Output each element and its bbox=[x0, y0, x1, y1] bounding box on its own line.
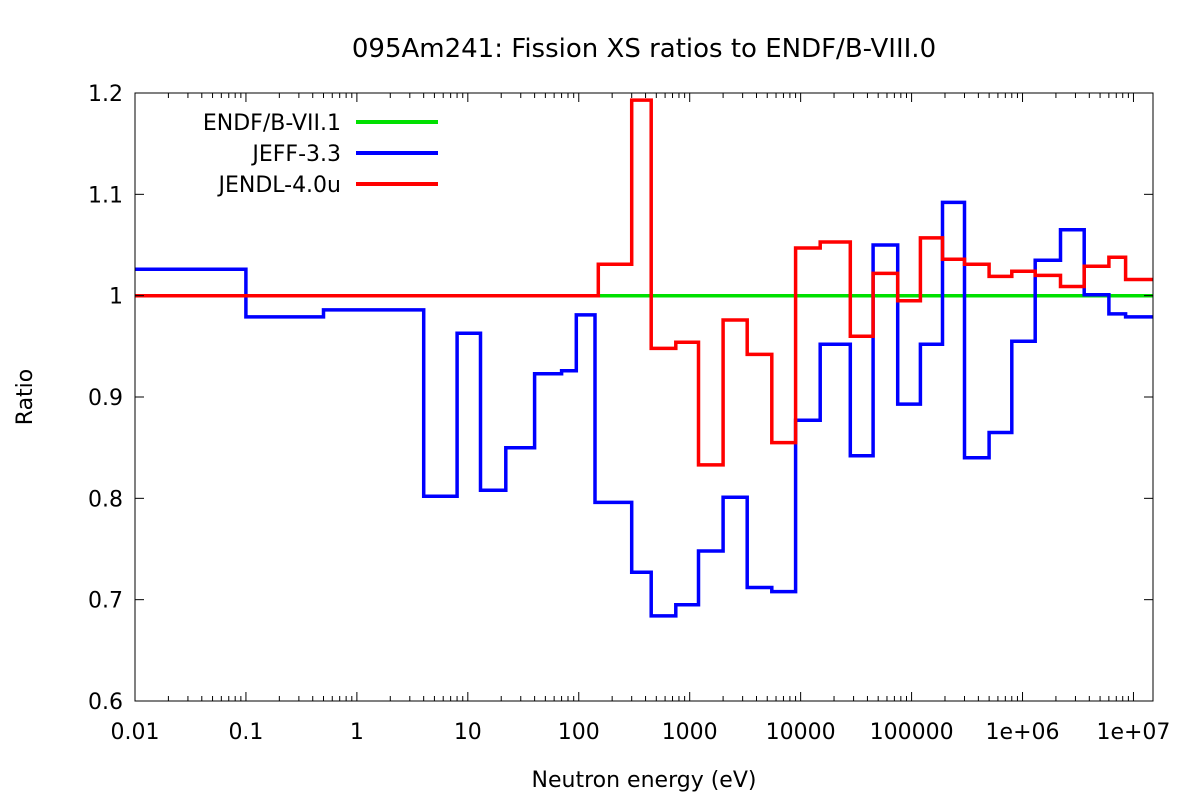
x-tick-label: 1e+06 bbox=[986, 720, 1060, 745]
legend-label: ENDF/B-VII.1 bbox=[203, 111, 341, 136]
y-tick-label: 1.2 bbox=[88, 82, 123, 107]
y-tick-label: 0.6 bbox=[88, 690, 123, 715]
x-tick-label: 1e+07 bbox=[1096, 720, 1170, 745]
x-tick-label: 100 bbox=[558, 720, 600, 745]
chart-title: 095Am241: Fission XS ratios to ENDF/B-VI… bbox=[352, 34, 936, 64]
y-tick-label: 0.8 bbox=[88, 487, 123, 512]
x-tick-label: 0.01 bbox=[111, 720, 160, 745]
series-line-jendl-4-0u bbox=[135, 98, 1153, 467]
y-tick-label: 0.7 bbox=[88, 589, 123, 614]
y-tick-label: 1.1 bbox=[88, 183, 123, 208]
legend-label: JEFF-3.3 bbox=[250, 142, 341, 167]
y-axis-label: Ratio bbox=[13, 369, 38, 425]
x-tick-label: 1000 bbox=[662, 720, 718, 745]
series-line-jeff-3-3 bbox=[135, 200, 1153, 618]
y-tick-label: 0.9 bbox=[88, 386, 123, 411]
x-axis-label: Neutron energy (eV) bbox=[532, 768, 757, 793]
x-tick-label: 10000 bbox=[766, 720, 836, 745]
legend-label: JENDL-4.0u bbox=[216, 173, 341, 198]
x-tick-label: 1 bbox=[350, 720, 364, 745]
x-ticks: 0.01 0.1 1 10 100 1000 10000 100000 1e+06 1e+07 bbox=[111, 93, 1170, 745]
y-tick-label: 1 bbox=[109, 285, 123, 310]
series-layer bbox=[135, 98, 1153, 618]
y-ticks: 0.6 0.7 0.8 0.9 1 1.1 1.2 bbox=[88, 82, 1153, 715]
x-tick-label: 10 bbox=[454, 720, 482, 745]
legend: ENDF/B-VII.1 JEFF-3.3 JENDL-4.0u bbox=[203, 111, 438, 198]
x-tick-label: 0.1 bbox=[228, 720, 263, 745]
x-tick-label: 100000 bbox=[870, 720, 954, 745]
